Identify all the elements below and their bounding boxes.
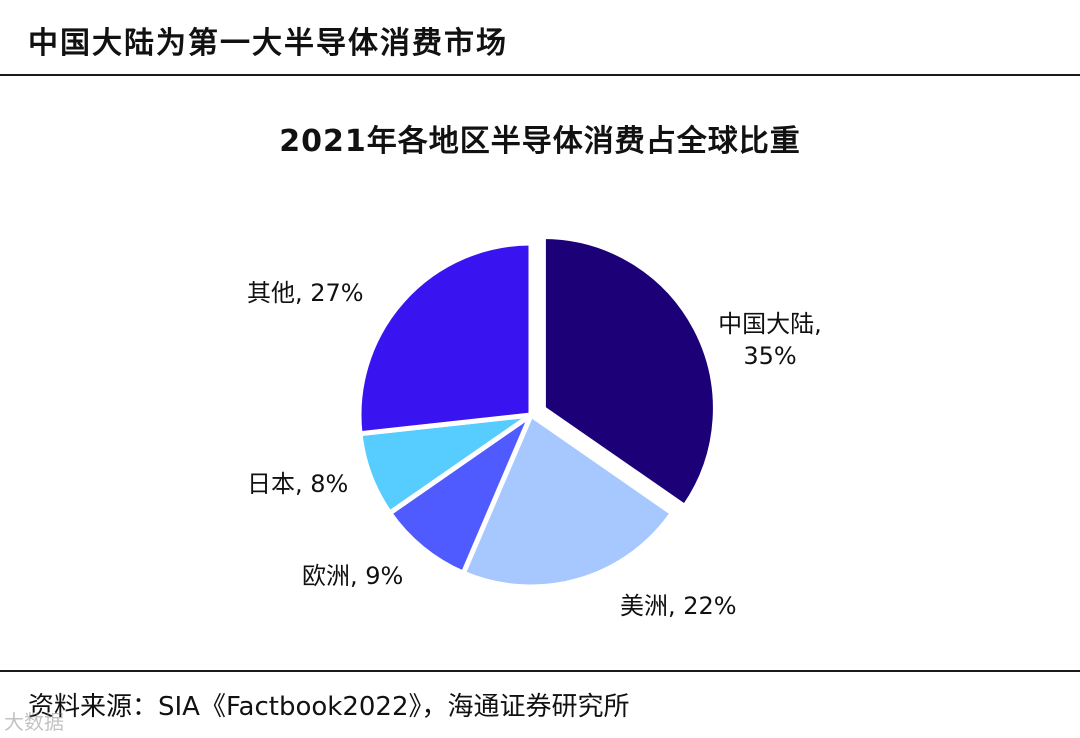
slice-label-5: 其他, 27% — [247, 279, 364, 307]
chart-title: 2021年各地区半导体消费占全球比重 — [279, 124, 801, 159]
page-title: 中国大陆为第一大半导体消费市场 — [28, 26, 508, 61]
slice-value-label-1: 35% — [743, 342, 796, 370]
pie-slice-2 — [460, 412, 675, 590]
pie-slice-1 — [540, 234, 718, 510]
slice-label-4: 日本, 8% — [247, 470, 348, 498]
slice-label-1: 中国大陆, — [718, 310, 822, 338]
watermark: 大数据 — [4, 710, 64, 734]
slice-label-3: 欧洲, 9% — [302, 562, 403, 590]
pie-slice-5 — [356, 240, 534, 437]
source-note: 资料来源：SIA《Factbook2022》，海通证券研究所 — [28, 692, 630, 722]
top-divider — [0, 74, 1080, 76]
bottom-divider — [0, 670, 1080, 672]
slice-label-2: 美洲, 22% — [620, 592, 737, 620]
